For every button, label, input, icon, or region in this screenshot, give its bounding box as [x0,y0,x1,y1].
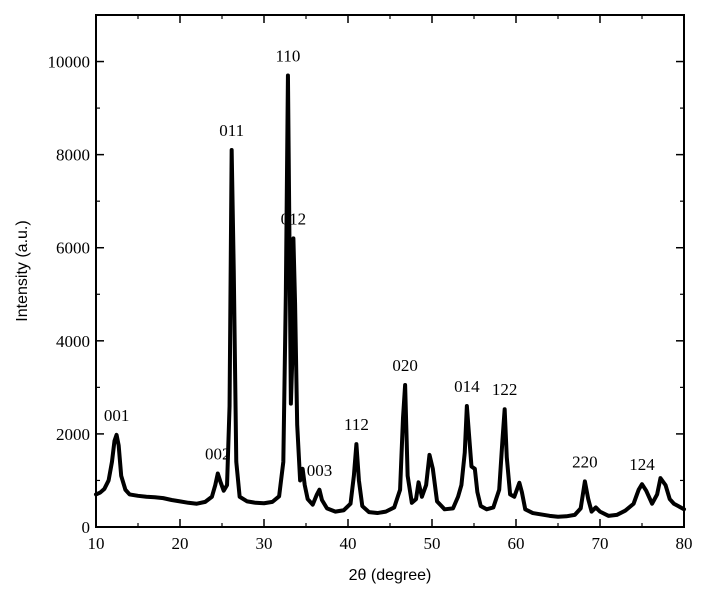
peak-label: 003 [307,461,333,480]
x-tick-label: 50 [424,534,441,553]
x-tick-label: 10 [88,534,105,553]
peak-label: 001 [104,406,130,425]
peak-annotations: 001 002 011 110 012 003 112 020 014 122 220 124 [104,47,655,480]
peak-label: 122 [492,380,518,399]
y-tick-label: 8000 [56,146,90,165]
x-tick-label: 20 [172,534,189,553]
x-tick-label: 80 [676,534,693,553]
axis-ticks [95,15,685,528]
tick-labels: 10 20 30 40 50 60 70 80 0 2000 4000 6000 8000 10000 [48,53,693,553]
peak-label: 011 [219,121,244,140]
peak-label: 124 [629,455,655,474]
y-tick-label: 0 [82,518,91,537]
peak-label: 014 [454,377,480,396]
peak-label: 020 [392,356,418,375]
x-tick-label: 30 [256,534,273,553]
y-tick-label: 10000 [48,53,91,72]
y-tick-label: 4000 [56,332,90,351]
peak-label: 220 [572,452,598,471]
plot-frame [95,14,685,528]
peak-label: 002 [205,444,231,463]
y-tick-label: 6000 [56,239,90,258]
y-axis-title: Intensity (a.u.) [14,220,31,321]
x-tick-label: 40 [340,534,357,553]
series-line [94,73,686,519]
peak-label: 112 [344,415,369,434]
x-axis-title: 2θ (degree) [349,567,432,584]
peak-label: 110 [276,47,301,66]
y-tick-label: 2000 [56,425,90,444]
peak-label: 012 [281,209,307,228]
x-tick-label: 70 [592,534,609,553]
x-tick-label: 60 [508,534,525,553]
